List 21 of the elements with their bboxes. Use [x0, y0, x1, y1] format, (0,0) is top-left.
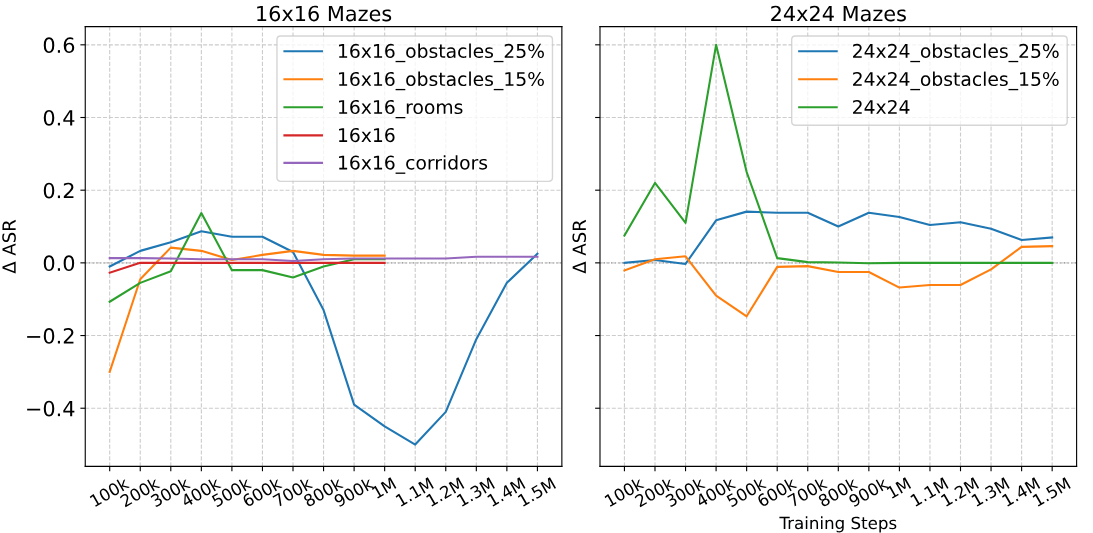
- y-tick-label: 0.0: [43, 255, 75, 272]
- legend-label: 24x24_obstacles_15%: [853, 71, 1059, 91]
- chart-title: 16x16 Mazes: [257, 5, 392, 22]
- y-tick-label: 0.4: [43, 109, 75, 126]
- x-tick-label: 1M: [886, 477, 912, 499]
- x-axis-title: Training Steps: [779, 516, 897, 533]
- y-axis-title: Δ ASR: [2, 219, 16, 274]
- y-tick-label: −0.4: [27, 400, 75, 417]
- y-tick-label: 0.2: [43, 182, 74, 199]
- y-tick-label: −0.2: [27, 328, 74, 344]
- x-tick-label: 1M: [371, 477, 397, 499]
- legend-label: 16x16_obstacles_25%: [339, 43, 544, 63]
- legend-label: 16x16: [339, 127, 395, 143]
- legend-label: 16x16_obstacles_15%: [339, 71, 544, 91]
- legend-label: 16x16_rooms: [339, 99, 463, 119]
- chart-title: 24x24 Mazes: [771, 5, 906, 22]
- y-tick-label: 0.6: [43, 37, 75, 54]
- legend-label: 24x24_obstacles_25%: [853, 43, 1059, 63]
- legend-label: 16x16_corridors: [339, 155, 488, 174]
- legend-label: 24x24: [853, 99, 910, 114]
- y-axis-title: Δ ASR: [572, 219, 587, 274]
